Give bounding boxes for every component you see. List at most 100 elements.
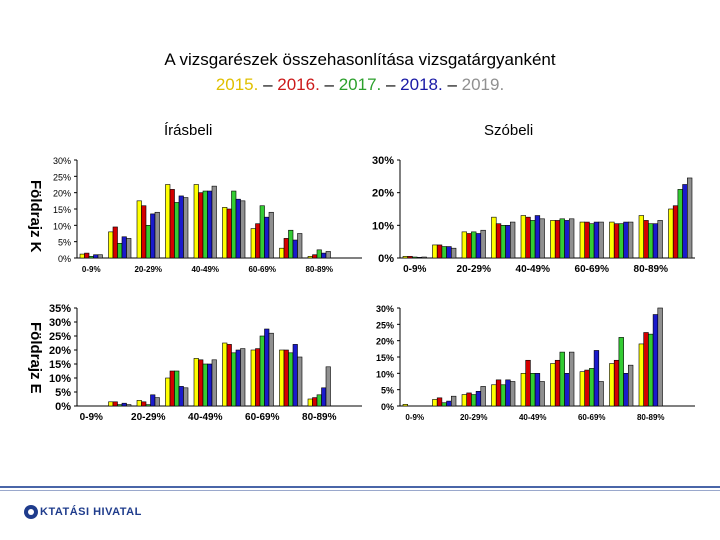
bar-2019-60-69% — [598, 221, 604, 259]
y-tick-label: 0% — [378, 253, 394, 265]
bar-2019-20-29% — [480, 229, 486, 259]
year-2018: 2018. — [400, 75, 443, 94]
x-tick-label: 60-69% — [575, 264, 610, 275]
bar-2015-60-69% — [250, 349, 256, 407]
x-tick-label: 60-69% — [245, 412, 280, 423]
bar-2015-70-79% — [609, 363, 615, 407]
bar-2017-40-49% — [202, 363, 208, 407]
bar-2016-0-9% — [84, 252, 90, 259]
y-tick-label: 10% — [49, 373, 71, 385]
y-tick-label: 5% — [55, 387, 71, 399]
bar-2018-50-59% — [564, 373, 570, 407]
bar-2016-70-79% — [283, 238, 289, 259]
bar-2016-80-89% — [643, 332, 649, 407]
bar-2019-20-29% — [480, 386, 486, 407]
x-tick-label: 40-49% — [188, 412, 223, 423]
bar-2018-80-89% — [652, 223, 659, 259]
bar-2018-30-39% — [505, 379, 511, 407]
x-tick-label: 0-9% — [403, 264, 426, 275]
bar-2018-30-39% — [178, 386, 184, 407]
bar-2018-10-19% — [446, 400, 452, 407]
bar-2019-40-49% — [211, 185, 217, 259]
bar-2015-70-79% — [609, 221, 615, 259]
bar-2018-60-69% — [264, 328, 270, 407]
bar-2016-30-39% — [495, 379, 502, 407]
bar-2017-20-29% — [145, 404, 151, 407]
y-tick-label: 30% — [53, 156, 71, 166]
bar-2015-50-59% — [222, 207, 228, 259]
bar-2018-40-49% — [207, 190, 213, 259]
bar-2018-20-29% — [475, 233, 482, 259]
bar-2015-80-89% — [638, 343, 644, 407]
bar-2016-20-29% — [141, 205, 147, 259]
bar-2016-60-69% — [255, 223, 261, 259]
bar-2016-50-59% — [554, 220, 561, 259]
bar-2015-20-29% — [136, 200, 142, 259]
x-tick-label: 0-9% — [80, 412, 103, 423]
bar-2016-50-59% — [226, 344, 232, 407]
chart-k-oral: 0% 10% 20% 30% 0-9% 20-29% 40-49% 60-69% 80-89% — [355, 152, 705, 282]
bar-2019-20-29% — [154, 397, 160, 407]
bar-2018-50-59% — [235, 349, 241, 407]
bar-2019-40-49% — [539, 218, 545, 259]
bar-2015-30-39% — [165, 184, 171, 259]
bar-2016-70-79% — [283, 349, 289, 407]
y-tick-label: 15% — [49, 359, 71, 371]
bar-2017-60-69% — [589, 368, 595, 407]
bar-2015-20-29% — [461, 231, 467, 259]
bar-2018-10-19% — [121, 236, 127, 259]
chart-e-written-svg: 0% 5% 10% 15% 20% 25% 30% 35% 0-9% 20-29% 40-49% 60… — [49, 303, 362, 423]
bar-2015-40-49% — [520, 373, 526, 407]
bar-2017-50-59% — [231, 190, 237, 259]
bar-2016-60-69% — [584, 369, 590, 407]
year-separator: – — [319, 75, 339, 94]
bar-2018-0-9% — [416, 257, 423, 259]
bar-2016-10-19% — [112, 401, 118, 407]
bar-2018-70-79% — [623, 373, 629, 407]
bar-2016-10-19% — [436, 244, 443, 259]
bar-2018-70-79% — [292, 239, 298, 259]
bar-2017-50-59% — [559, 218, 565, 259]
bar-2016-90-100% — [672, 205, 679, 259]
y-tick-label: 10% — [372, 220, 394, 232]
y-tick-label: 5% — [58, 238, 71, 248]
bar-2017-0-9% — [88, 256, 94, 259]
year-separator: – — [258, 75, 278, 94]
x-tick-label: 40-49% — [516, 264, 551, 275]
bar-2015-70-79% — [279, 349, 285, 407]
bar-2015-50-59% — [222, 342, 228, 407]
bar-2016-40-49% — [525, 216, 531, 259]
bar-2015-40-49% — [193, 358, 199, 407]
bar-2017-60-69% — [259, 335, 265, 407]
bar-2018-80-89% — [652, 314, 659, 407]
bar-2017-60-69% — [589, 223, 595, 259]
x-tick-label: 40-49% — [191, 265, 219, 274]
chart-k-written-svg: 0% 5% 10% 15% 20% 25% 30% 0-9% 20-29% 40-49% 60-69… — [53, 156, 362, 274]
bar-2015-30-39% — [491, 216, 497, 259]
bar-2019-80-89% — [657, 220, 663, 259]
bar-2016-60-69% — [255, 348, 261, 407]
bar-2017-0-9% — [412, 256, 418, 259]
logo-o-icon — [24, 505, 38, 519]
bar-2019-30-39% — [510, 381, 516, 407]
y-tick-label: 0% — [55, 401, 71, 413]
x-tick-label: 0-9% — [405, 413, 424, 422]
y-tick-label: 15% — [53, 205, 71, 215]
bar-2016-30-39% — [169, 370, 175, 407]
bar-2017-80-89% — [316, 249, 322, 259]
y-tick-label: 10% — [53, 221, 71, 231]
bar-2017-20-29% — [471, 231, 477, 259]
y-tick-label: 30% — [376, 304, 394, 314]
bar-2017-30-39% — [500, 384, 506, 407]
bar-2017-40-49% — [202, 190, 208, 259]
bar-2016-10-19% — [112, 226, 118, 259]
footer-divider — [0, 486, 720, 488]
footer-logo: KTATÁSI HIVATAL — [24, 505, 142, 519]
bar-2018-0-9% — [93, 254, 99, 259]
bar-2019-30-39% — [510, 221, 516, 259]
bar-2019-70-79% — [627, 364, 634, 407]
bar-2016-60-69% — [584, 221, 590, 259]
x-tick-label: 80-89% — [305, 265, 333, 274]
x-tick-label: 20-29% — [460, 413, 488, 422]
y-tick-label: 10% — [376, 369, 394, 379]
